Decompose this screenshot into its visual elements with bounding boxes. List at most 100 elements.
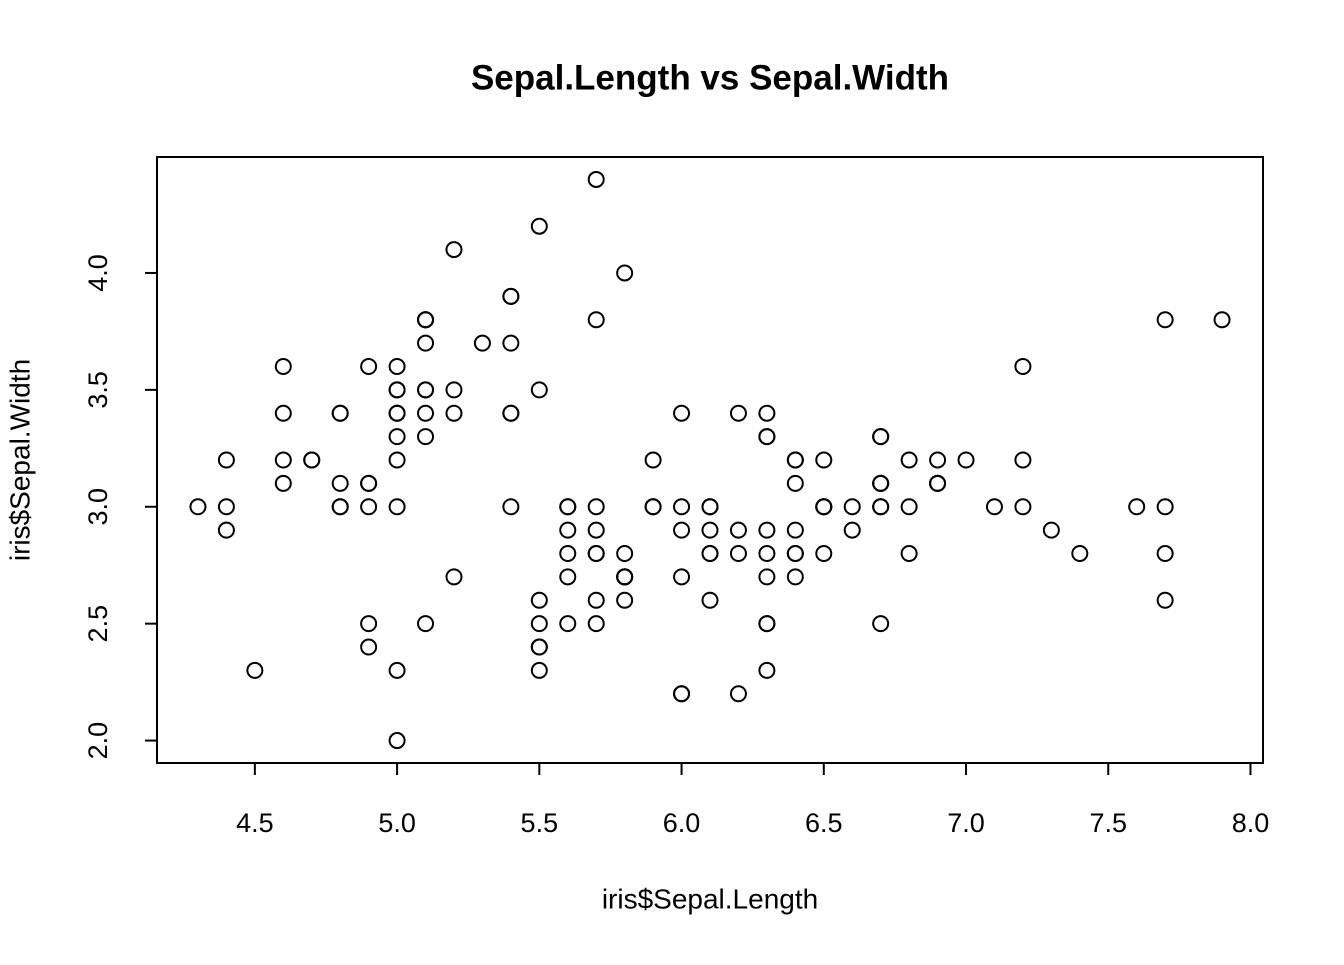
point bbox=[502, 404, 520, 422]
point bbox=[758, 615, 776, 633]
x-tick-label: 8.0 bbox=[1232, 808, 1270, 838]
point bbox=[729, 404, 747, 422]
point bbox=[1014, 357, 1032, 375]
point bbox=[1156, 591, 1174, 609]
point bbox=[1014, 498, 1032, 516]
point bbox=[701, 591, 719, 609]
point bbox=[417, 615, 435, 633]
point bbox=[786, 545, 804, 563]
point bbox=[559, 568, 577, 586]
point bbox=[758, 428, 776, 446]
point bbox=[274, 451, 292, 469]
point bbox=[445, 241, 463, 259]
point bbox=[900, 498, 918, 516]
point bbox=[217, 498, 235, 516]
point bbox=[502, 287, 520, 305]
point bbox=[388, 732, 406, 750]
x-tick-label: 5.0 bbox=[378, 808, 416, 838]
point bbox=[957, 451, 975, 469]
point bbox=[985, 498, 1003, 516]
point bbox=[815, 545, 833, 563]
point bbox=[417, 381, 435, 399]
point bbox=[1014, 451, 1032, 469]
point bbox=[559, 545, 577, 563]
point bbox=[360, 357, 378, 375]
point bbox=[388, 404, 406, 422]
point bbox=[417, 404, 435, 422]
x-axis-label: iris$Sepal.Length bbox=[602, 883, 818, 914]
point bbox=[587, 615, 605, 633]
point bbox=[417, 428, 435, 446]
point bbox=[701, 545, 719, 563]
point bbox=[274, 357, 292, 375]
x-tick-label: 5.5 bbox=[521, 808, 559, 838]
point bbox=[445, 381, 463, 399]
point bbox=[388, 498, 406, 516]
point bbox=[587, 311, 605, 329]
point bbox=[701, 521, 719, 539]
point bbox=[360, 498, 378, 516]
point bbox=[360, 474, 378, 492]
point bbox=[587, 498, 605, 516]
point bbox=[843, 521, 861, 539]
point bbox=[758, 568, 776, 586]
y-tick-label: 4.0 bbox=[83, 254, 113, 292]
point bbox=[701, 498, 719, 516]
point bbox=[786, 568, 804, 586]
chart-title: Sepal.Length vs Sepal.Width bbox=[471, 58, 949, 97]
point bbox=[388, 428, 406, 446]
point bbox=[616, 591, 634, 609]
x-tick-label: 6.5 bbox=[805, 808, 843, 838]
point bbox=[559, 615, 577, 633]
point bbox=[644, 498, 662, 516]
point bbox=[473, 334, 491, 352]
point bbox=[530, 591, 548, 609]
point bbox=[502, 334, 520, 352]
point bbox=[189, 498, 207, 516]
point bbox=[1042, 521, 1060, 539]
point bbox=[1156, 545, 1174, 563]
point bbox=[929, 474, 947, 492]
point bbox=[673, 568, 691, 586]
point bbox=[1128, 498, 1146, 516]
point bbox=[587, 170, 605, 188]
y-tick-label: 2.5 bbox=[83, 605, 113, 643]
point bbox=[900, 451, 918, 469]
point bbox=[729, 545, 747, 563]
point bbox=[616, 568, 634, 586]
y-axis-label: iris$Sepal.Width bbox=[4, 359, 35, 561]
point bbox=[900, 545, 918, 563]
point bbox=[360, 638, 378, 656]
point bbox=[729, 685, 747, 703]
point bbox=[644, 451, 662, 469]
point bbox=[587, 545, 605, 563]
point bbox=[445, 404, 463, 422]
point bbox=[331, 498, 349, 516]
y-tick-label: 3.0 bbox=[83, 488, 113, 526]
plot-box bbox=[156, 156, 1264, 764]
point bbox=[758, 404, 776, 422]
point bbox=[417, 311, 435, 329]
point bbox=[331, 404, 349, 422]
point bbox=[843, 498, 861, 516]
point bbox=[530, 661, 548, 679]
point bbox=[758, 661, 776, 679]
point bbox=[417, 334, 435, 352]
point bbox=[559, 498, 577, 516]
point bbox=[303, 451, 321, 469]
point bbox=[872, 474, 890, 492]
point bbox=[673, 521, 691, 539]
point bbox=[388, 451, 406, 469]
point bbox=[217, 451, 235, 469]
point bbox=[274, 404, 292, 422]
point bbox=[274, 474, 292, 492]
point bbox=[616, 545, 634, 563]
point bbox=[729, 521, 747, 539]
y-tick-label: 3.5 bbox=[83, 371, 113, 409]
point bbox=[246, 661, 264, 679]
y-tick-label: 2.0 bbox=[83, 722, 113, 760]
point bbox=[502, 498, 520, 516]
point bbox=[1071, 545, 1089, 563]
x-tick-label: 7.0 bbox=[947, 808, 985, 838]
point bbox=[673, 685, 691, 703]
